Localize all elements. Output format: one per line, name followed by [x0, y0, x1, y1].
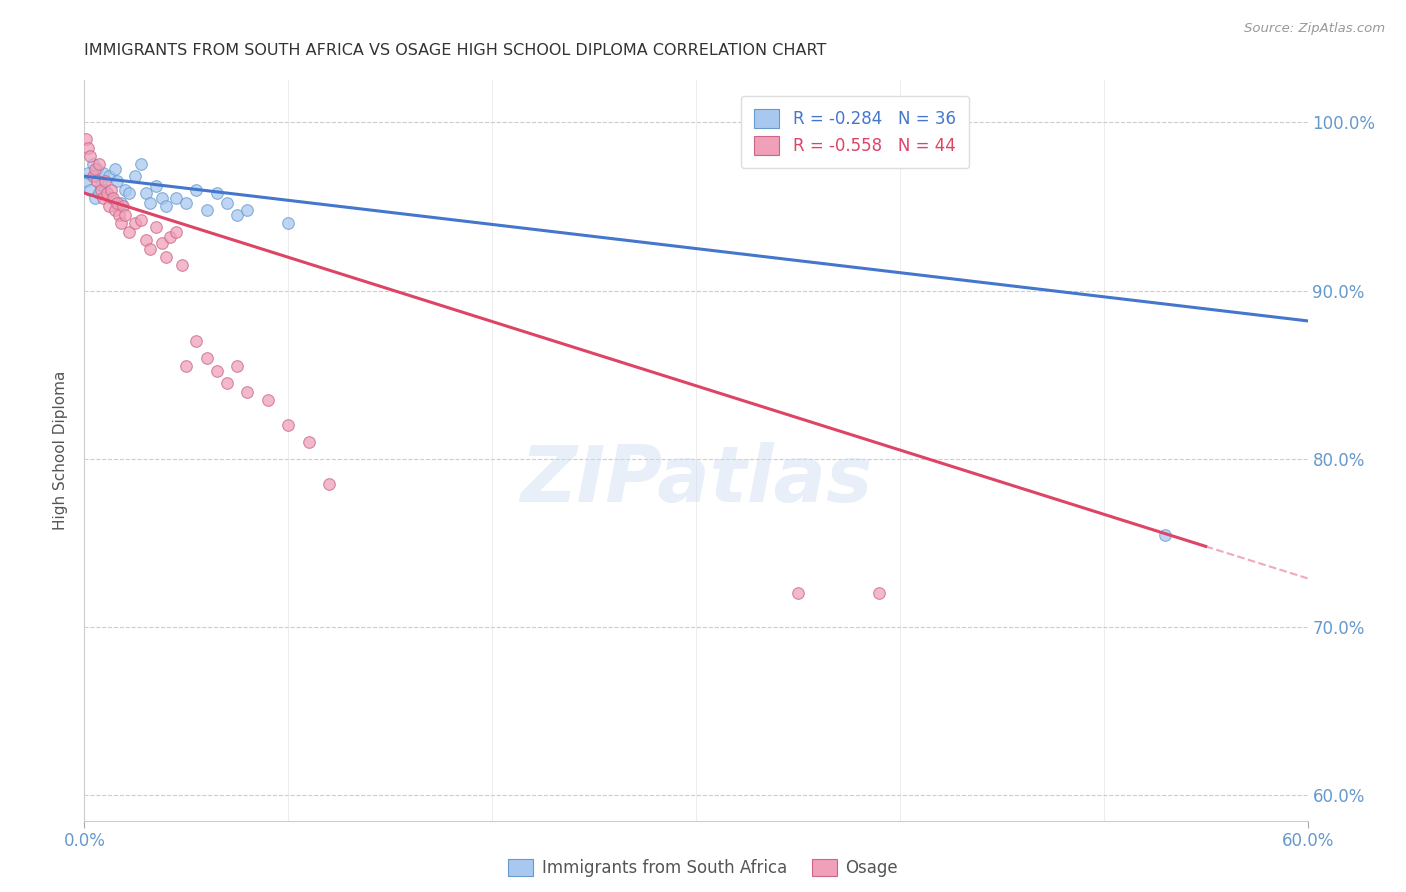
Point [118, 225, 141, 239]
Point [105, 174, 128, 188]
Legend: Immigrants from South Africa, Osage: Immigrants from South Africa, Osage [502, 852, 904, 884]
Point [96, 186, 118, 200]
Point [186, 334, 208, 348]
Point [135, 186, 157, 200]
Point [131, 213, 153, 227]
Legend: R = -0.284   N = 36, R = -0.558   N = 44: R = -0.284 N = 36, R = -0.558 N = 44 [741, 96, 969, 169]
Point [150, 191, 173, 205]
Point [79, 149, 101, 163]
Point [110, 196, 132, 211]
Point [174, 196, 197, 211]
Point [217, 376, 239, 391]
Point [83, 191, 105, 205]
Point [77, 166, 100, 180]
Point [112, 199, 135, 213]
Text: Source: ZipAtlas.com: Source: ZipAtlas.com [1244, 22, 1385, 36]
Point [124, 216, 146, 230]
Point [138, 242, 160, 256]
Point [217, 196, 239, 211]
Point [277, 418, 299, 433]
Point [97, 199, 120, 213]
Point [318, 477, 340, 491]
Point [226, 359, 249, 374]
Point [75, 174, 97, 188]
Point [100, 183, 122, 197]
Point [145, 219, 167, 234]
Point [110, 216, 132, 230]
Text: ZIPatlas: ZIPatlas [520, 442, 872, 518]
Point [90, 178, 112, 192]
Point [105, 196, 128, 211]
Point [75, 132, 97, 146]
Point [135, 233, 157, 247]
Point [82, 157, 104, 171]
Point [186, 183, 208, 197]
Point [205, 186, 228, 200]
Point [83, 162, 105, 177]
Point [787, 586, 810, 600]
Point [96, 186, 118, 200]
Point [205, 364, 228, 378]
Point [159, 229, 181, 244]
Point [195, 351, 218, 365]
Point [91, 191, 114, 205]
Point [104, 162, 127, 177]
Point [257, 392, 280, 407]
Point [93, 183, 115, 197]
Point [87, 157, 110, 171]
Point [165, 225, 187, 239]
Text: IMMIGRANTS FROM SOUTH AFRICA VS OSAGE HIGH SCHOOL DIPLOMA CORRELATION CHART: IMMIGRANTS FROM SOUTH AFRICA VS OSAGE HI… [84, 44, 827, 58]
Point [86, 162, 108, 177]
Point [195, 202, 218, 217]
Point [97, 169, 120, 184]
Point [114, 208, 136, 222]
Point [79, 183, 101, 197]
Point [155, 199, 177, 213]
Point [104, 202, 127, 217]
Point [108, 208, 131, 222]
Point [114, 183, 136, 197]
Point [77, 140, 100, 154]
Point [236, 384, 259, 399]
Point [124, 169, 146, 184]
Point [101, 191, 124, 205]
Point [82, 169, 104, 184]
Point [277, 216, 299, 230]
Point [93, 174, 115, 188]
Point [172, 258, 194, 272]
Point [298, 435, 321, 450]
Point [86, 174, 108, 188]
Point [91, 166, 114, 180]
Point [90, 183, 112, 197]
Point [174, 359, 197, 374]
Point [155, 250, 177, 264]
Y-axis label: High School Diploma: High School Diploma [53, 371, 69, 530]
Point [83, 169, 105, 184]
Point [138, 196, 160, 211]
Point [131, 157, 153, 171]
Point [869, 586, 891, 600]
Point [100, 191, 122, 205]
Point [118, 186, 141, 200]
Point [236, 202, 259, 217]
Point [226, 208, 249, 222]
Point [87, 186, 110, 200]
Point [150, 236, 173, 251]
Point [165, 191, 187, 205]
Point [1154, 527, 1177, 541]
Point [145, 179, 167, 194]
